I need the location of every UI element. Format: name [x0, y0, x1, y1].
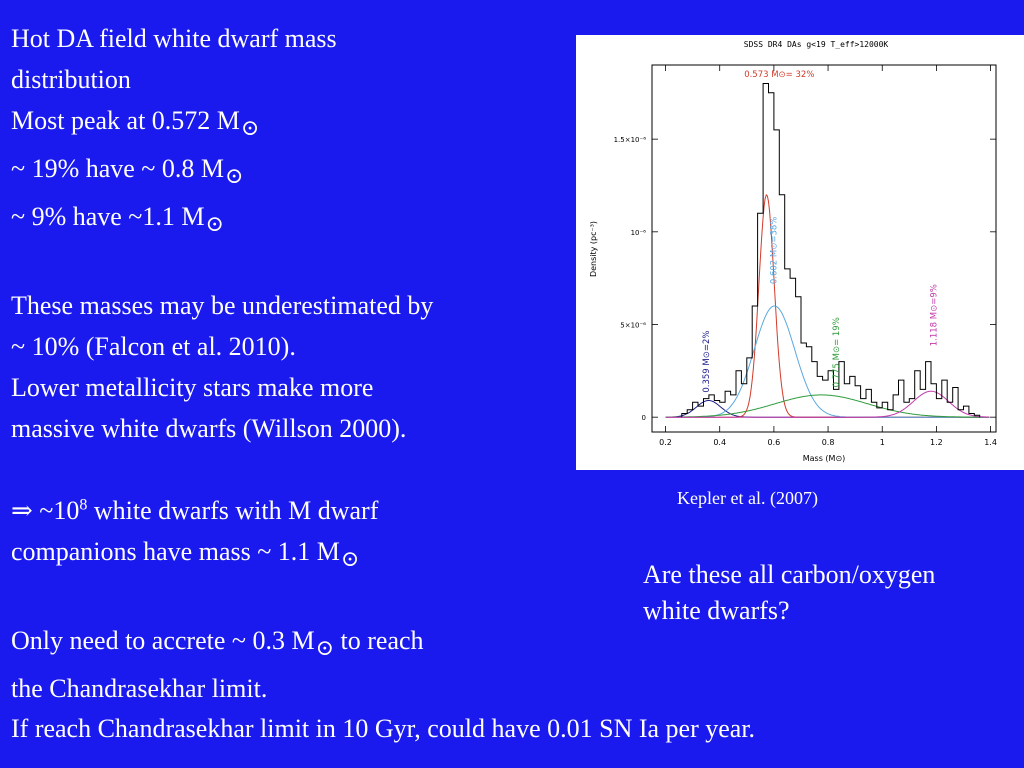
component-label: 0.775 M⊙= 19% [832, 317, 842, 387]
sun-symbol: ⊙ [225, 163, 244, 188]
implication-text-2: companions have mass ~ 1.1 M [11, 537, 340, 566]
implication-line-1: ⇒ ~108 white dwarfs with M dwarf [11, 490, 571, 531]
percent-19-text: ~ 19% have ~ 0.8 M [11, 154, 224, 183]
histogram-steps [681, 83, 981, 418]
x-tick-label: 0.4 [713, 438, 726, 447]
intro-line-2: distribution [11, 65, 131, 94]
y-tick-label: 0 [642, 414, 646, 422]
percent-9-line: ~ 9% have ~1.1 M⊙ [11, 196, 571, 244]
x-tick-label: 0.2 [659, 438, 672, 447]
y-tick-label: 5×10⁻⁶ [620, 321, 646, 329]
intro-line-1: Hot DA field white dwarf mass [11, 24, 337, 53]
sun-symbol: ⊙ [340, 546, 360, 571]
component-label: 0.359 M⊙=2% [702, 331, 712, 393]
implication-prefix: ~10 [32, 496, 80, 525]
mass-distribution-chart: SDSS DR4 DAs g<19 T_eff>12000K 0.2 0.4 0.6… [589, 40, 997, 463]
question-text: Are these all carbon/oxygen white dwarfs… [643, 560, 936, 625]
mass-distribution-figure: SDSS DR4 DAs g<19 T_eff>12000K 0.2 0.4 0.6… [576, 35, 1024, 470]
percent-19-line: ~ 19% have ~ 0.8 M⊙ [11, 148, 571, 196]
metallicity-line-1: Lower metallicity stars make more [11, 373, 374, 402]
bottom-conclusion: If reach Chandrasekhar limit in 10 Gyr, … [11, 714, 756, 743]
implication-suffix: white dwarfs with M dwarf [87, 496, 379, 525]
y-tick-label: 10⁻⁶ [631, 229, 647, 237]
component-label: 0.602 M⊙=38% [770, 217, 780, 285]
y-tick-label: 1.5×10⁻⁶ [614, 136, 647, 144]
x-tick-label: 0.8 [822, 438, 835, 447]
peak-text: Most peak at 0.572 M [11, 106, 240, 135]
x-axis-label: Mass (M⊙) [803, 454, 846, 463]
y-axis-label: Density (pc⁻³) [589, 221, 598, 277]
component-curve [665, 390, 990, 418]
chart-title: SDSS DR4 DAs g<19 T_eff>12000K [744, 40, 889, 49]
underestimate-line-1: These masses may be underestimated by [11, 291, 434, 320]
accrete-text-a: Only need to accrete ~ 0.3 M [11, 626, 315, 655]
component-curve [665, 193, 990, 418]
component-label: 0.573 M⊙= 32% [744, 70, 814, 80]
plot-frame [651, 64, 997, 433]
x-tick-label: 1.2 [930, 438, 943, 447]
sun-symbol: ⊙ [315, 635, 335, 660]
accrete-text-b: to reach [334, 626, 424, 655]
implication-line-2: companions have mass ~ 1.1 M⊙ [11, 531, 571, 579]
figure-caption: Kepler et al. (2007) [677, 488, 818, 508]
accrete-line-2: the Chandrasekhar limit. [11, 674, 268, 703]
component-curve [665, 305, 990, 418]
x-tick-label: 1 [880, 438, 885, 447]
x-tick-label: 1.4 [984, 438, 997, 447]
percent-9-text: ~ 9% have ~1.1 M [11, 202, 205, 231]
peak-line: Most peak at 0.572 M⊙ [11, 100, 571, 148]
exponent: 8 [79, 496, 88, 514]
sun-symbol: ⊙ [240, 115, 260, 140]
component-curve [665, 400, 990, 418]
sun-symbol: ⊙ [205, 211, 224, 236]
underestimate-line-2: ~ 10% (Falcon et al. 2010). [11, 332, 296, 361]
accrete-line-1: Only need to accrete ~ 0.3 M⊙ to reach [11, 620, 571, 668]
component-curve [665, 394, 990, 418]
component-label: 1.118 M⊙=9% [929, 284, 939, 346]
implies-arrow: ⇒ [11, 496, 33, 525]
metallicity-line-2: massive white dwarfs (Willson 2000). [11, 414, 407, 443]
x-tick-label: 0.6 [768, 438, 781, 447]
main-text-block: Hot DA field white dwarf mass distributi… [11, 18, 571, 709]
